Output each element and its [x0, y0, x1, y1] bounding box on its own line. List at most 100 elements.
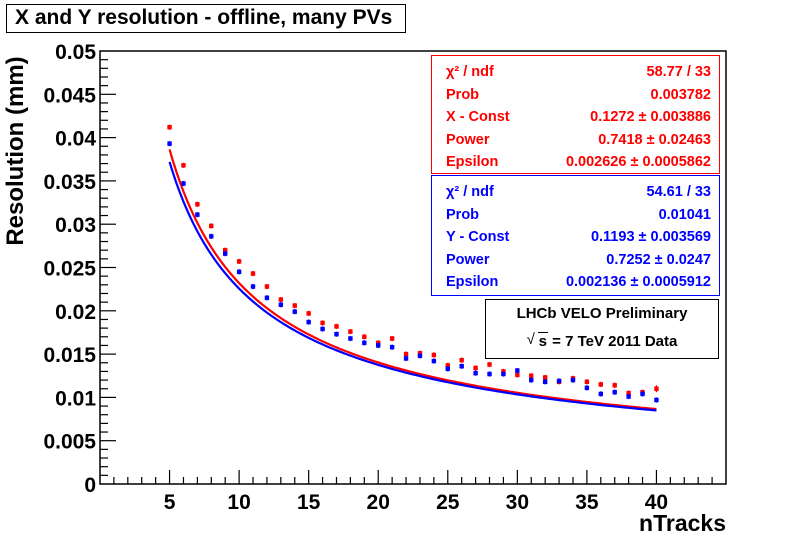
stats-row: Power 0.7418 ± 0.02463	[446, 129, 711, 151]
data-point-x	[195, 202, 200, 207]
x-tick-label: 15	[297, 491, 321, 514]
data-point-y	[612, 390, 617, 395]
data-point-y	[501, 371, 506, 377]
stats-key: Epsilon	[446, 274, 499, 291]
data-point-x	[264, 284, 270, 289]
y-tick-label: 0.025	[43, 258, 96, 281]
stats-key: X - Const	[446, 109, 510, 126]
data-point-x	[209, 223, 214, 229]
y-tick-label: 0.035	[43, 171, 96, 194]
stats-row: Epsilon 0.002626 ± 0.0005862	[446, 151, 711, 173]
x-tick-label: 40	[645, 491, 668, 514]
y-tick-label: 0.02	[55, 301, 96, 324]
data-point-y	[348, 336, 353, 341]
data-point-x	[250, 271, 256, 276]
data-point-x	[389, 336, 395, 341]
stats-key: Prob	[446, 86, 480, 103]
data-points	[167, 124, 659, 403]
stats-key: Prob	[446, 206, 480, 223]
y-tick-label: 0.01	[55, 387, 96, 410]
fit-curve-x	[168, 149, 657, 411]
stats-value: 0.1272 ± 0.003886	[590, 109, 711, 126]
data-point-y	[640, 391, 645, 397]
x-tick-label: 5	[164, 491, 176, 514]
sqrt-s: √ s	[527, 328, 548, 356]
data-point-y	[542, 379, 548, 385]
x-tick-label: 35	[575, 491, 599, 514]
data-point-x	[598, 382, 603, 387]
data-point-x	[542, 375, 548, 380]
data-point-y	[515, 368, 520, 373]
data-point-x	[431, 352, 437, 358]
stats-key: Epsilon	[446, 154, 499, 171]
stats-value: 0.7252 ± 0.0247	[606, 251, 711, 268]
axes: 5 10 15 20 25 30 35 40 0 0.005 0.01 0.015 0.02 0.025 0…	[43, 41, 713, 514]
x-tick-label: 25	[436, 491, 460, 514]
data-point-y	[529, 377, 534, 383]
data-point-x	[320, 320, 325, 326]
data-point-x	[654, 386, 659, 391]
stats-value: 0.01041	[658, 206, 711, 223]
data-point-y	[431, 358, 437, 364]
stats-box-y: χ² / ndf 54.61 / 33 Prob 0.01041 Y - Const 0.…	[431, 175, 720, 296]
data-point-y	[320, 326, 325, 332]
stats-row: Power 0.7252 ± 0.0247	[446, 249, 711, 271]
fit-curve-y	[168, 161, 657, 412]
y-tick-label: 0.005	[43, 431, 96, 454]
data-point-x	[223, 247, 228, 253]
stats-key: Power	[446, 131, 490, 148]
data-point-y	[626, 394, 631, 399]
data-point-y	[236, 269, 242, 275]
chart-title: X and Y resolution - offline, many PVs	[6, 4, 406, 33]
data-point-y	[654, 397, 659, 403]
x-tick-label: 30	[506, 491, 529, 514]
y-tick-label: 0.015	[43, 344, 96, 367]
y-axis-label: Resolution (mm)	[2, 56, 29, 246]
data-point-y	[292, 309, 297, 314]
data-point-x	[181, 163, 186, 168]
x-tick-label: 10	[227, 491, 250, 514]
stats-value: 0.002626 ± 0.0005862	[565, 154, 711, 171]
data-point-x	[515, 372, 520, 378]
data-point-x	[473, 365, 478, 371]
y-tick-label: 0.05	[55, 41, 96, 64]
stats-key: Y - Const	[446, 229, 510, 246]
sqrt-radical: √	[526, 331, 535, 348]
data-point-x	[236, 259, 242, 264]
stats-row: X - Const 0.1272 ± 0.003886	[446, 106, 711, 128]
y-tick-label: 0.03	[55, 214, 96, 237]
data-point-x	[529, 373, 534, 378]
data-point-y	[278, 302, 284, 307]
data-point-x	[376, 340, 381, 346]
data-point-y	[264, 295, 270, 301]
data-point-y	[417, 353, 423, 359]
data-point-y	[487, 371, 492, 377]
data-point-x	[403, 351, 409, 357]
stats-value: 0.7418 ± 0.02463	[598, 131, 711, 148]
data-point-x	[278, 297, 284, 302]
y-tick-label: 0.04	[55, 128, 96, 151]
data-point-x	[334, 324, 339, 329]
data-point-y	[209, 234, 214, 239]
data-point-y	[445, 366, 450, 372]
data-point-x	[459, 357, 464, 363]
stats-box-x: χ² / ndf 58.77 / 33 Prob 0.003782 X - Const 0…	[431, 55, 720, 174]
y-tick-label: 0.045	[43, 84, 96, 107]
stats-key: χ² / ndf	[446, 64, 494, 80]
data-point-x	[501, 369, 506, 374]
data-point-y	[403, 356, 409, 361]
data-point-y	[362, 340, 367, 346]
x-axis-label: nTracks	[639, 510, 726, 536]
data-point-y	[167, 141, 172, 146]
stats-value: 0.1193 ± 0.003569	[590, 229, 711, 246]
stats-row: Prob 0.01041	[446, 204, 711, 226]
legend-line-2: √ s = 7 TeV 2011 Data	[486, 328, 718, 356]
data-point-x	[626, 390, 631, 396]
legend-box: LHCb VELO Preliminary √ s = 7 TeV 2011 Da…	[485, 299, 719, 359]
stats-key: χ² / ndf	[446, 184, 494, 200]
data-point-y	[473, 370, 478, 376]
data-point-x	[487, 362, 492, 367]
data-point-y	[598, 391, 603, 397]
fit-curves	[168, 149, 657, 412]
